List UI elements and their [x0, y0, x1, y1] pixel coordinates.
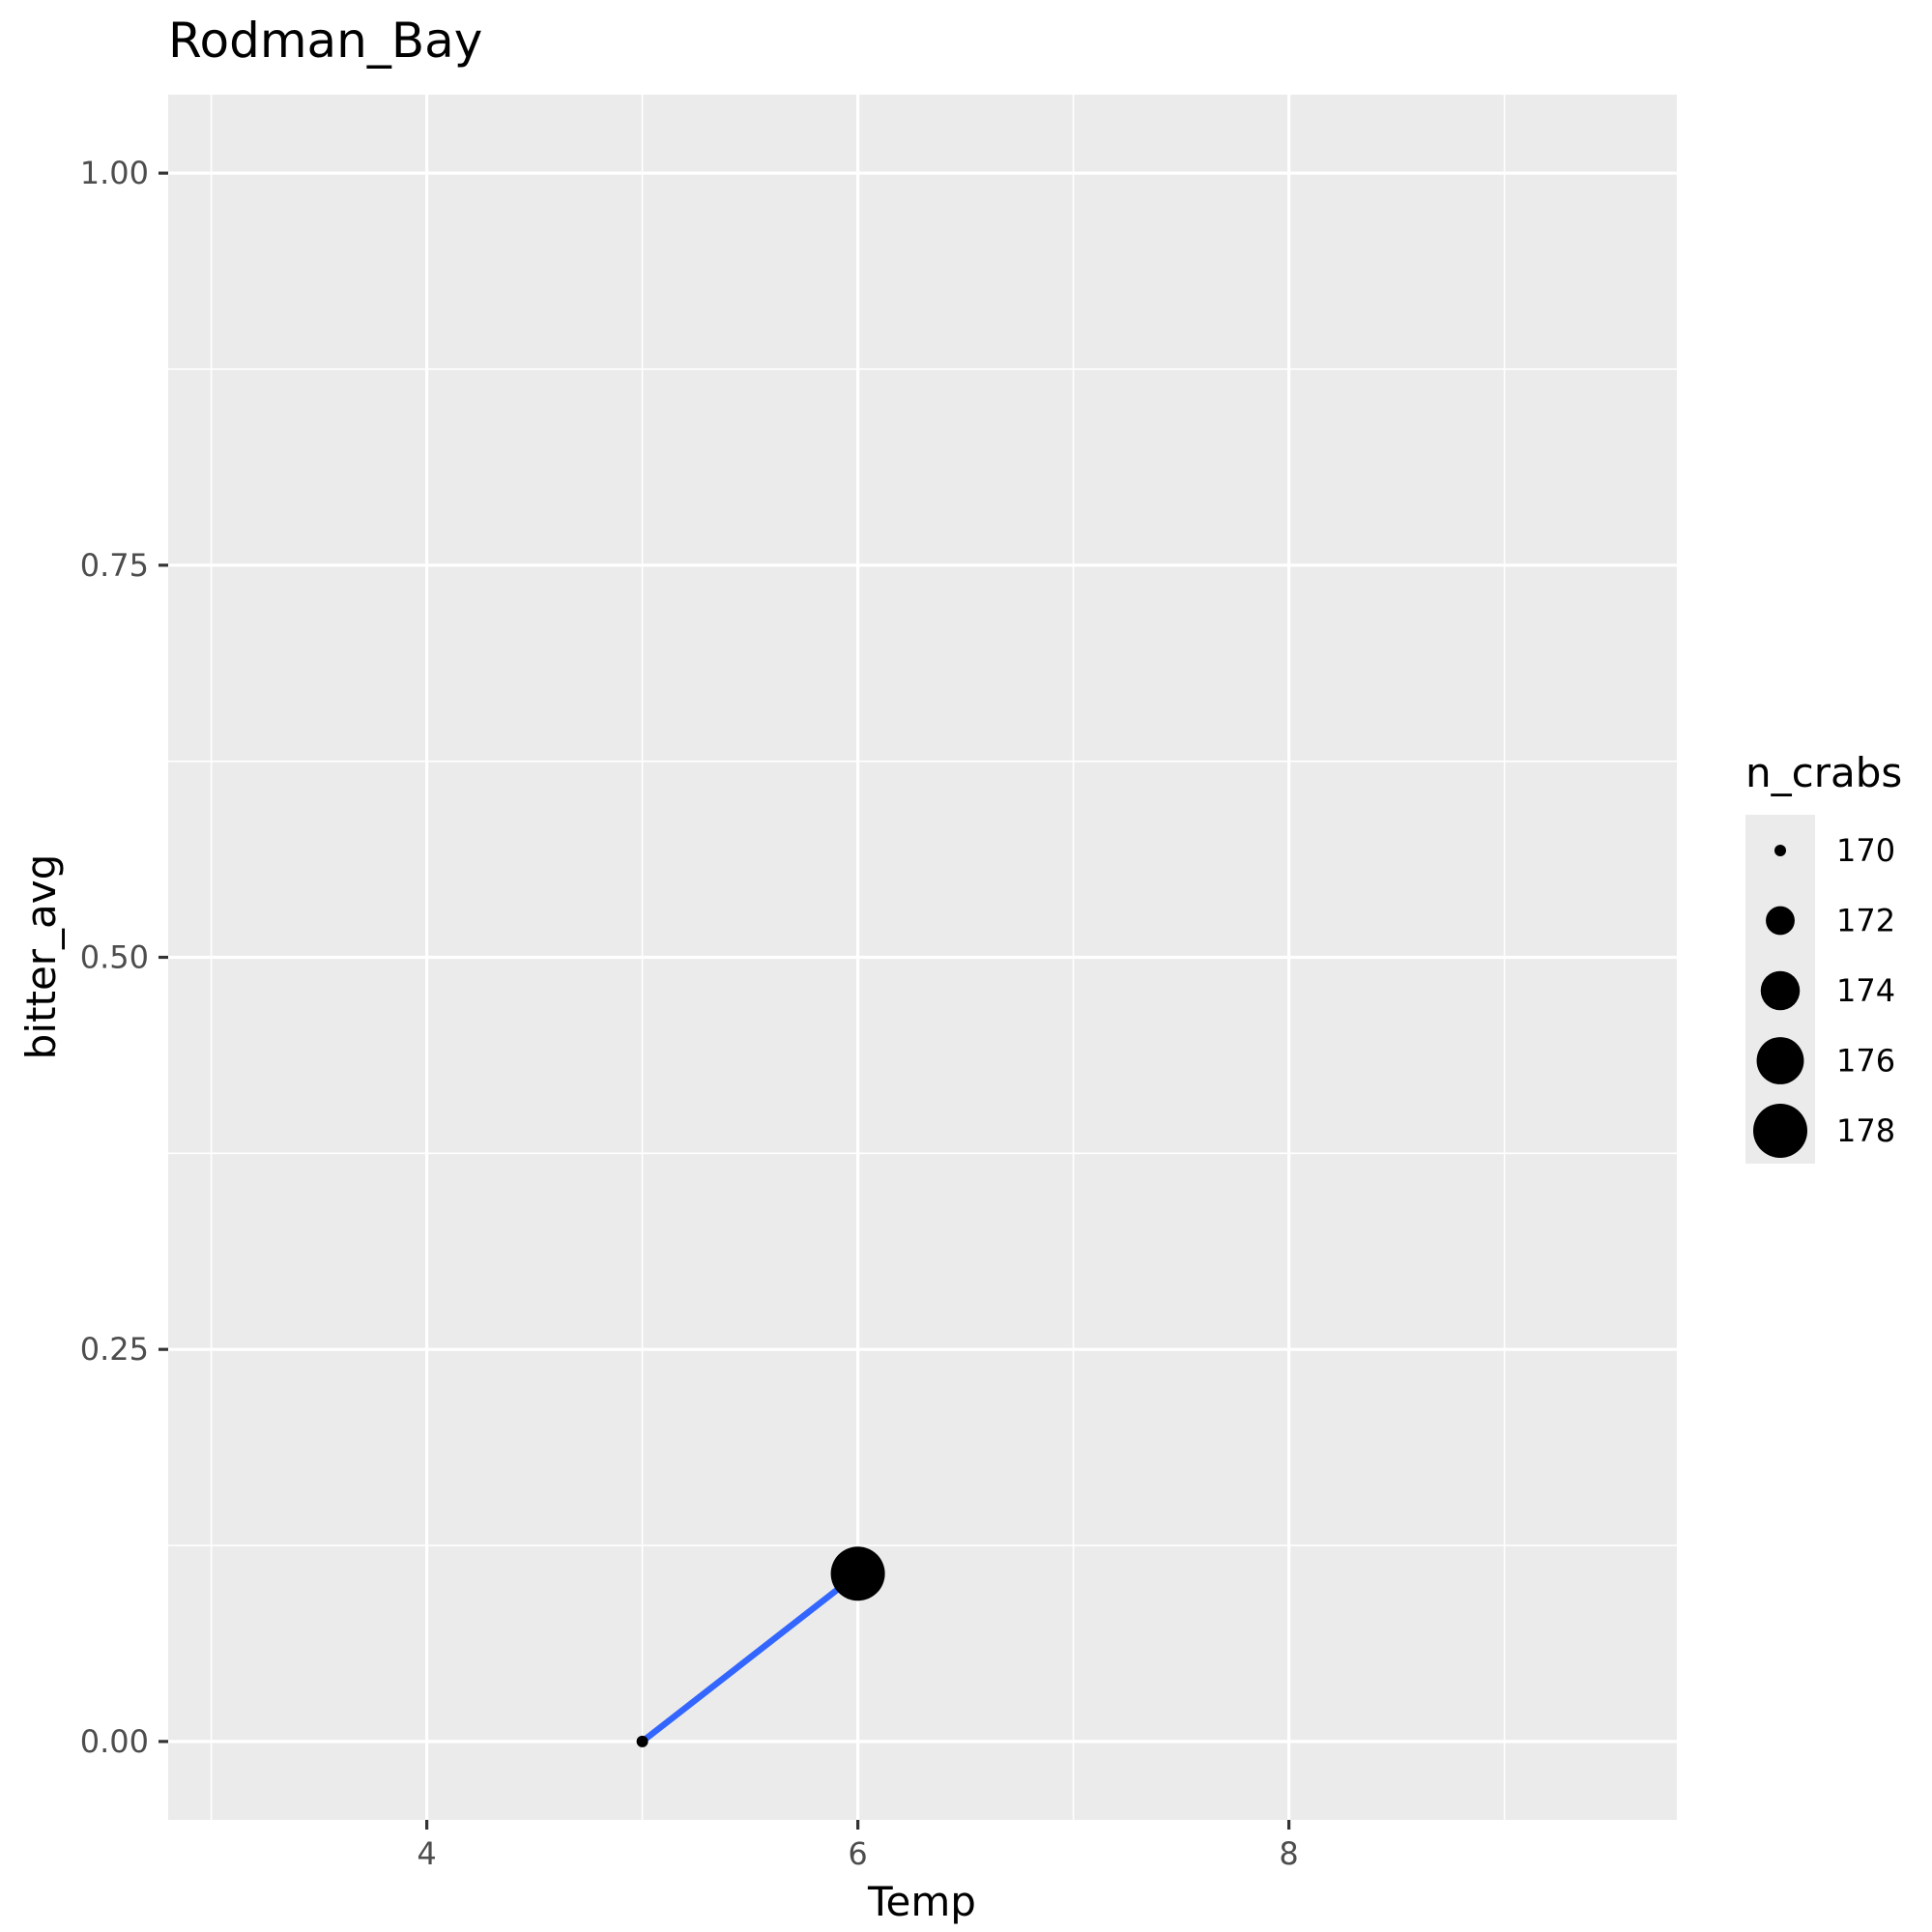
- y-tick-label-2: 0.50: [80, 939, 149, 976]
- data-point-0: [636, 1735, 649, 1747]
- data-point-1: [830, 1546, 885, 1601]
- legend-label-170: 170: [1836, 832, 1895, 869]
- legend-label-176: 176: [1836, 1043, 1895, 1080]
- legend-key-176: [1756, 1037, 1804, 1084]
- size-legend: n_crabs 170 172 174 176 178: [1745, 749, 1902, 1164]
- legend-key-172: [1766, 906, 1795, 936]
- fit-line-layer: [640, 1571, 860, 1745]
- legend-key-170: [1774, 845, 1786, 856]
- x-axis: 4 6 8: [417, 1820, 1299, 1872]
- major-gridlines: [168, 95, 1677, 1820]
- x-axis-title: Temp: [867, 1878, 976, 1925]
- y-tick-label-0: 0.00: [80, 1723, 149, 1760]
- legend-label-174: 174: [1836, 972, 1895, 1009]
- x-tick-label-1: 6: [848, 1835, 867, 1872]
- x-tick-label-2: 8: [1279, 1835, 1298, 1872]
- fit-line: [640, 1571, 860, 1745]
- data-points-layer: [636, 1546, 885, 1747]
- legend-items: 170 172 174 176 178: [1753, 832, 1895, 1158]
- legend-key-178: [1753, 1104, 1807, 1158]
- chart-title: Rodman_Bay: [168, 13, 482, 69]
- y-tick-label-1: 0.25: [80, 1331, 149, 1368]
- y-tick-label-4: 1.00: [80, 155, 149, 191]
- y-axis-title: bitter_avg: [17, 854, 65, 1060]
- y-tick-label-3: 0.75: [80, 547, 149, 584]
- y-axis: 0.00 0.25 0.50 0.75 1.00: [80, 155, 168, 1760]
- legend-label-178: 178: [1836, 1112, 1895, 1149]
- legend-key-174: [1760, 970, 1801, 1011]
- legend-title: n_crabs: [1745, 749, 1902, 796]
- x-tick-label-0: 4: [417, 1835, 436, 1872]
- legend-label-172: 172: [1836, 903, 1895, 939]
